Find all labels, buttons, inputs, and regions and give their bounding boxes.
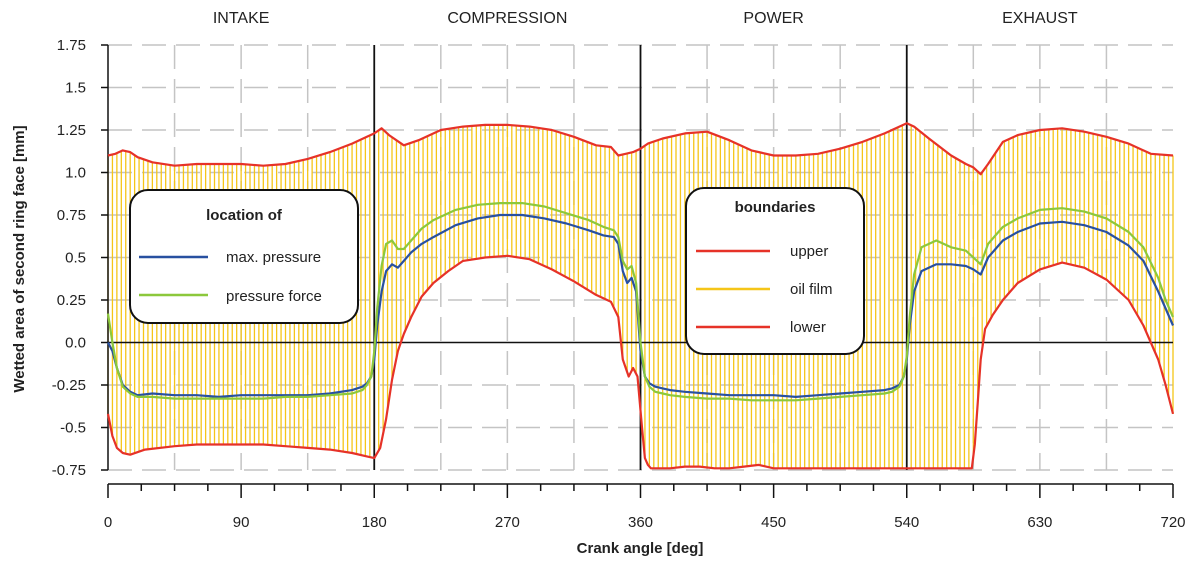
y-tick-label: 1.75 bbox=[57, 37, 86, 54]
x-axis-title: Crank angle [deg] bbox=[577, 540, 704, 557]
x-tick-label: 180 bbox=[362, 514, 387, 531]
legend-label-upper: upper bbox=[790, 243, 828, 260]
phase-label-exhaust: EXHAUST bbox=[1002, 10, 1078, 27]
phase-label-power: POWER bbox=[743, 10, 803, 27]
legend-label-max-pressure: max. pressure bbox=[226, 249, 321, 266]
legend-label-lower: lower bbox=[790, 319, 826, 336]
phase-labels: INTAKE COMPRESSION POWER EXHAUST bbox=[213, 10, 1078, 27]
x-tick-label: 540 bbox=[894, 514, 919, 531]
y-tick-label: 0.0 bbox=[65, 335, 86, 352]
x-tick-label: 270 bbox=[495, 514, 520, 531]
y-tick-label: -0.75 bbox=[52, 462, 86, 479]
legend-location-title: location of bbox=[206, 207, 283, 224]
x-tick-label: 720 bbox=[1160, 514, 1185, 531]
y-tick-label: 0.25 bbox=[57, 292, 86, 309]
x-tick-label: 360 bbox=[628, 514, 653, 531]
legend-boundaries-title: boundaries bbox=[735, 199, 816, 216]
x-tick-label: 630 bbox=[1027, 514, 1052, 531]
y-tick-label: 1.0 bbox=[65, 165, 86, 182]
y-tick-label: -0.5 bbox=[60, 420, 86, 437]
phase-label-compression: COMPRESSION bbox=[447, 10, 567, 27]
legend-location: location of max. pressure pressure force bbox=[130, 190, 358, 323]
legend-label-oil-film: oil film bbox=[790, 281, 833, 298]
y-axis-title: Wetted area of second ring face [mm] bbox=[11, 125, 28, 392]
legend-boundaries: boundaries upper oil film lower bbox=[686, 188, 864, 354]
x-tick-label: 90 bbox=[233, 514, 250, 531]
x-tick-label: 0 bbox=[104, 514, 112, 531]
y-tick-label: 0.5 bbox=[65, 250, 86, 267]
y-tick-label: 1.25 bbox=[57, 122, 86, 139]
legend-label-pressure-force: pressure force bbox=[226, 288, 322, 305]
y-tick-label: 0.75 bbox=[57, 207, 86, 224]
y-tick-label: -0.25 bbox=[52, 377, 86, 394]
phase-label-intake: INTAKE bbox=[213, 10, 270, 27]
x-tick-label: 450 bbox=[761, 514, 786, 531]
y-tick-label: 1.5 bbox=[65, 80, 86, 97]
